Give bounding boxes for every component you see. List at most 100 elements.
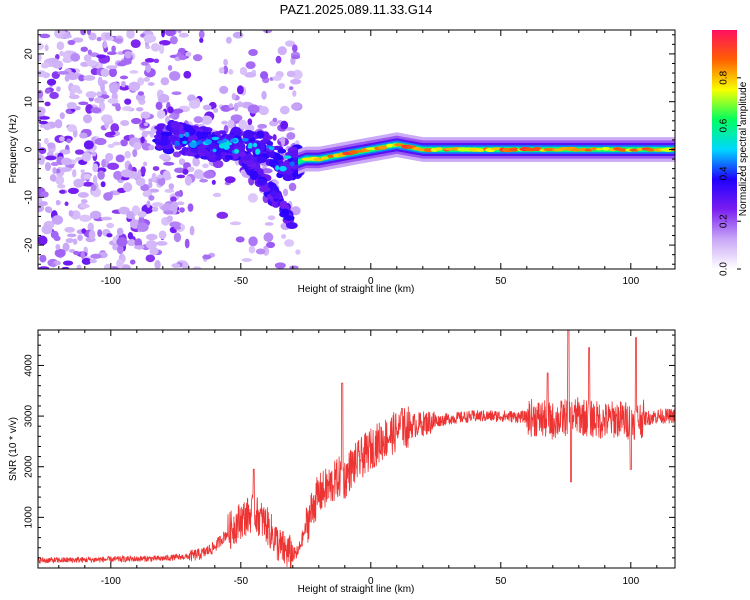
noise-blob xyxy=(44,161,51,172)
noise-blob xyxy=(38,106,46,116)
snr-x-tick-label: 100 xyxy=(622,576,639,587)
noise-blob xyxy=(264,222,274,226)
colorbar-ticks: 0.0 0.2 0.4 0.6 0.8 xyxy=(719,70,741,276)
ridge-core-blob xyxy=(253,142,258,148)
noise-blob xyxy=(146,200,151,208)
carrier-peak xyxy=(595,147,602,151)
noise-blob xyxy=(130,39,141,49)
noise-blob xyxy=(86,30,92,36)
noise-blob xyxy=(115,104,121,112)
noise-blob xyxy=(169,221,181,228)
noise-blob xyxy=(285,40,295,47)
ridge-core-blob xyxy=(211,136,220,141)
noise-blob xyxy=(230,114,243,122)
noise-blob xyxy=(82,181,95,187)
ridge-core-blob xyxy=(268,146,275,151)
noise-blob xyxy=(49,91,59,100)
noise-blob xyxy=(169,35,178,45)
noise-blob xyxy=(50,161,59,167)
noise-blob xyxy=(192,54,203,62)
noise-blob xyxy=(67,124,77,133)
noise-blob xyxy=(79,214,92,222)
noise-blob xyxy=(113,170,123,180)
noise-blob xyxy=(107,162,120,170)
ridge-core-blob xyxy=(179,133,184,138)
colorbar-tick-label: 0.6 xyxy=(719,118,730,132)
noise-blob xyxy=(289,265,299,269)
noise-blob xyxy=(157,176,166,186)
branch-blob xyxy=(281,208,290,216)
noise-blob xyxy=(120,169,133,178)
noise-blob xyxy=(248,245,256,254)
noise-blob xyxy=(51,215,64,225)
noise-blob xyxy=(167,106,174,114)
carrier-peak xyxy=(601,146,611,151)
noise-blob xyxy=(39,254,47,263)
noise-blob xyxy=(96,36,102,42)
noise-blob xyxy=(169,70,181,81)
noise-blob xyxy=(67,39,76,46)
carrier-peak xyxy=(589,147,598,151)
ridge-core-blob xyxy=(222,144,230,150)
ridge-blob xyxy=(161,135,169,142)
noise-blob xyxy=(148,181,153,189)
noise-blob xyxy=(128,81,141,92)
noise-blob xyxy=(176,201,185,206)
noise-blob xyxy=(126,211,135,220)
snr-panel: -100 -50 0 50 100 1000 2000 3000 4000 Height of… xyxy=(8,329,676,595)
noise-blob xyxy=(160,77,170,86)
noise-blob xyxy=(237,101,243,108)
noise-blob xyxy=(247,118,253,126)
noise-blob xyxy=(178,32,189,38)
noise-blob xyxy=(78,74,86,82)
ridge-blob xyxy=(266,140,274,146)
noise-blob xyxy=(135,107,144,112)
noise-blob xyxy=(72,37,84,43)
noise-blob xyxy=(265,241,276,249)
noise-blob xyxy=(263,30,273,34)
noise-blob xyxy=(97,229,103,238)
noise-blob xyxy=(106,222,115,229)
noise-blob xyxy=(162,170,171,181)
snr-x-ticks: -100 -50 0 50 100 xyxy=(58,330,658,587)
spectrogram-y-tick-label: -10 xyxy=(24,190,35,205)
ridge-blob xyxy=(203,151,213,156)
noise-blob xyxy=(151,202,164,207)
noise-blob xyxy=(38,235,48,246)
noise-blob xyxy=(145,233,158,241)
noise-blob xyxy=(261,90,267,100)
noise-blob xyxy=(187,203,194,212)
noise-blob xyxy=(52,167,57,175)
branch-blob xyxy=(257,168,264,176)
noise-blob xyxy=(104,32,112,40)
noise-blob xyxy=(224,176,236,184)
noise-blob xyxy=(292,90,297,97)
carrier-peak xyxy=(646,148,656,152)
noise-blob xyxy=(144,58,155,63)
noise-blob xyxy=(174,167,185,174)
noise-blob xyxy=(115,154,125,163)
ridge-blob xyxy=(256,130,265,139)
noise-blob xyxy=(44,206,52,213)
noise-blob xyxy=(100,216,113,221)
noise-blob xyxy=(145,240,157,250)
ridge-blob xyxy=(160,131,173,137)
noise-blob xyxy=(186,166,195,173)
noise-blob xyxy=(148,195,155,201)
noise-blob xyxy=(281,234,287,239)
noise-blob xyxy=(92,151,97,157)
noise-blob xyxy=(135,177,146,187)
noise-blob xyxy=(109,84,119,94)
noise-blob xyxy=(164,188,175,193)
noise-blob xyxy=(65,31,70,39)
ridge-core-blob xyxy=(279,165,287,172)
noise-blob xyxy=(151,206,159,212)
noise-blob xyxy=(137,91,145,96)
colorbar-tick-label: 0.2 xyxy=(719,214,730,228)
snr-series-line xyxy=(38,330,675,568)
ridge-core-blob xyxy=(184,131,190,138)
noise-blob xyxy=(258,105,269,116)
noise-blob xyxy=(199,178,209,183)
noise-blob xyxy=(259,71,269,80)
noise-blob xyxy=(148,188,160,193)
